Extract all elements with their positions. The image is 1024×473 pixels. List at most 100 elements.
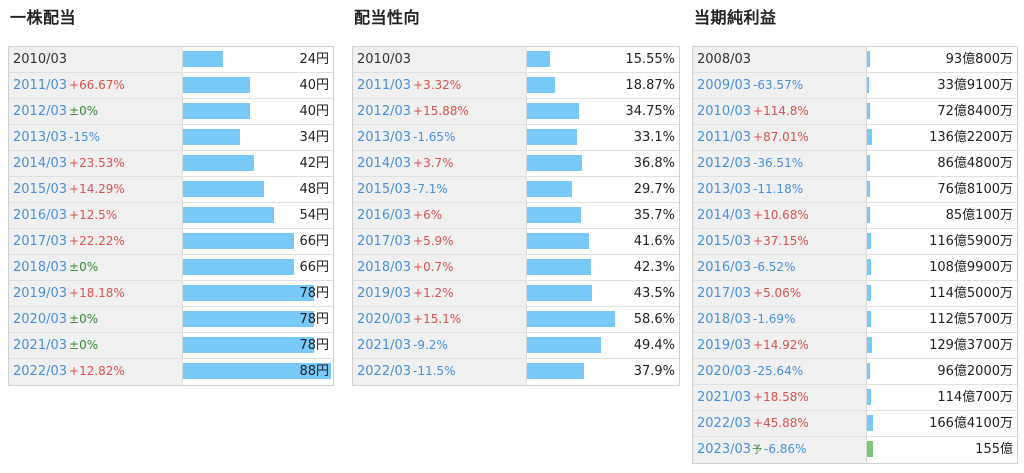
- data-table: 2008/03 93億800万 2009/03 -63.57% 33億9100万 2010…: [692, 46, 1018, 464]
- value-bar: [867, 207, 870, 223]
- year-label: 2022/03 +12.82%: [9, 359, 183, 385]
- value-text: 49.4%: [633, 338, 675, 353]
- table-row: 2016/03 +6% 35.7%: [353, 203, 679, 229]
- year[interactable]: 2011/03: [697, 130, 752, 145]
- change-percent: ±0%: [69, 104, 99, 118]
- year[interactable]: 2022/03: [357, 364, 412, 379]
- year[interactable]: 2019/03: [13, 286, 68, 301]
- change-percent: +66.67%: [69, 78, 125, 92]
- change-percent: +3.7%: [413, 156, 454, 170]
- year[interactable]: 2012/03: [13, 104, 68, 119]
- year[interactable]: 2018/03: [697, 312, 752, 327]
- year-label: 2021/03 ±0%: [9, 333, 183, 358]
- year[interactable]: 2009/03: [697, 78, 752, 93]
- value-text: 41.6%: [633, 234, 675, 249]
- change-percent: ±0%: [69, 338, 99, 352]
- year[interactable]: 2022/03: [13, 364, 68, 379]
- year[interactable]: 2021/03: [697, 390, 752, 405]
- value-bar: [183, 207, 274, 223]
- year[interactable]: 2020/03: [697, 364, 752, 379]
- year[interactable]: 2014/03: [13, 156, 68, 171]
- year[interactable]: 2011/03: [357, 78, 412, 93]
- year[interactable]: 2019/03: [697, 338, 752, 353]
- value-text: 42円: [299, 156, 329, 171]
- table-row: 2020/03 ±0% 78円: [9, 307, 333, 333]
- year-label: 2018/03 -1.69%: [693, 307, 867, 332]
- table-row: 2016/03 +12.5% 54円: [9, 203, 333, 229]
- change-percent: +1.2%: [413, 286, 454, 300]
- year[interactable]: 2015/03: [697, 234, 752, 249]
- change-percent: +15.1%: [413, 312, 462, 326]
- year[interactable]: 2021/03: [357, 338, 412, 353]
- year[interactable]: 2020/03: [357, 312, 412, 327]
- year-label: 2022/03 +45.88%: [693, 411, 867, 436]
- year[interactable]: 2017/03: [13, 234, 68, 249]
- year-label: 2014/03 +10.68%: [693, 203, 867, 228]
- value-bar: [527, 51, 550, 67]
- table-row: 2017/03 +5.06% 114億5000万: [693, 281, 1017, 307]
- year[interactable]: 2016/03: [13, 208, 68, 223]
- table-row: 2022/03 -11.5% 37.9%: [353, 359, 679, 385]
- year[interactable]: 2013/03: [357, 130, 412, 145]
- year-label: 2012/03 -36.51%: [693, 151, 867, 176]
- year[interactable]: 2013/03: [697, 182, 752, 197]
- year[interactable]: 2015/03: [357, 182, 412, 197]
- value-text: 40円: [299, 78, 329, 93]
- value-bar: [527, 155, 582, 171]
- value-bar: [867, 129, 872, 145]
- change-percent: +10.68%: [753, 208, 809, 222]
- year[interactable]: 2016/03: [357, 208, 412, 223]
- year[interactable]: 2022/03: [697, 416, 752, 431]
- year[interactable]: 2017/03: [357, 234, 412, 249]
- panel-title: 一株配当: [10, 8, 77, 27]
- year[interactable]: 2023/03: [697, 442, 752, 457]
- table-row: 2015/03 +14.29% 48円: [9, 177, 333, 203]
- value-text: 34.75%: [625, 104, 675, 119]
- value-text: 33.1%: [633, 130, 675, 145]
- year[interactable]: 2014/03: [357, 156, 412, 171]
- year-label: 2017/03 +5.9%: [353, 229, 527, 254]
- year[interactable]: 2018/03: [357, 260, 412, 275]
- year-label: 2013/03 -15%: [9, 125, 183, 150]
- table-row: 2013/03 -15% 34円: [9, 125, 333, 151]
- year[interactable]: 2010/03: [697, 104, 752, 119]
- year[interactable]: 2015/03: [13, 182, 68, 197]
- value-bar: [527, 233, 589, 249]
- change-percent: +18.18%: [69, 286, 125, 300]
- change-percent: -15%: [69, 130, 101, 144]
- value-text: 88円: [299, 364, 329, 379]
- year[interactable]: 2019/03: [357, 286, 412, 301]
- panel-title: 配当性向: [354, 8, 421, 27]
- year-label: 2014/03 +3.7%: [353, 151, 527, 176]
- value-bar: [867, 311, 871, 327]
- table-row: 2009/03 -63.57% 33億9100万: [693, 73, 1017, 99]
- change-percent: -6.52%: [753, 260, 796, 274]
- year[interactable]: 2018/03: [13, 260, 68, 275]
- data-table: 2010/03 24円 2011/03 +66.67% 40円 2012/03 ±0% 40円…: [8, 46, 334, 386]
- table-row: 2015/03 -7.1% 29.7%: [353, 177, 679, 203]
- year: 2008/03: [697, 52, 752, 67]
- data-table: 2010/03 15.55% 2011/03 +3.32% 18.87% 2012/03 +…: [352, 46, 680, 386]
- change-percent: -36.51%: [753, 156, 804, 170]
- table-row: 2021/03 +18.58% 114億700万: [693, 385, 1017, 411]
- value-bar: [527, 103, 579, 119]
- year[interactable]: 2014/03: [697, 208, 752, 223]
- change-percent: +14.29%: [69, 182, 125, 196]
- year[interactable]: 2017/03: [697, 286, 752, 301]
- year[interactable]: 2012/03: [357, 104, 412, 119]
- change-percent: +5.9%: [413, 234, 454, 248]
- value-bar: [527, 285, 592, 301]
- table-row: 2018/03 ±0% 66円: [9, 255, 333, 281]
- year-label: 2015/03 -7.1%: [353, 177, 527, 202]
- year[interactable]: 2011/03: [13, 78, 68, 93]
- value-bar: [527, 129, 577, 145]
- year-label: 2020/03 ±0%: [9, 307, 183, 332]
- year-label: 2020/03 -25.64%: [693, 359, 867, 384]
- year-label: 2013/03 -1.65%: [353, 125, 527, 150]
- year[interactable]: 2012/03: [697, 156, 752, 171]
- year[interactable]: 2013/03: [13, 130, 68, 145]
- year[interactable]: 2016/03: [697, 260, 752, 275]
- change-percent: +45.88%: [753, 416, 809, 430]
- year[interactable]: 2020/03: [13, 312, 68, 327]
- year[interactable]: 2021/03: [13, 338, 68, 353]
